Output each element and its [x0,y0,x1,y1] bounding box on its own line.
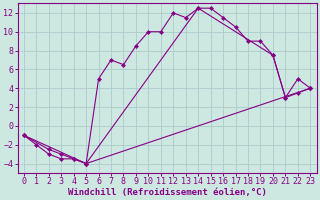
X-axis label: Windchill (Refroidissement éolien,°C): Windchill (Refroidissement éolien,°C) [68,188,267,197]
